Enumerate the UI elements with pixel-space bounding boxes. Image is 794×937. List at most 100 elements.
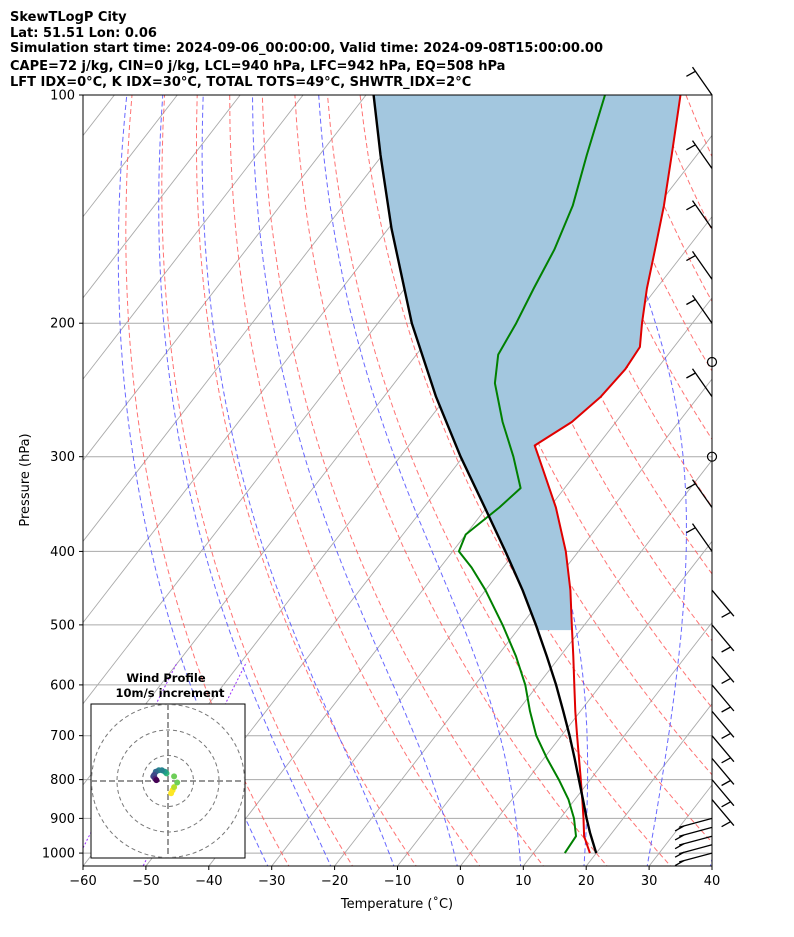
wind-barb-staff [679, 817, 713, 828]
y-tick-label: 1000 [42, 847, 75, 862]
cape-fill [373, 95, 681, 631]
wind-barb-staff [691, 523, 713, 552]
hodograph-title: Wind Profile [126, 671, 206, 685]
parcel-line [372, 95, 598, 854]
hodograph-point [171, 773, 178, 780]
y-tick-label: 700 [50, 729, 75, 744]
wind-barb [674, 826, 713, 841]
wind-barb [674, 844, 713, 858]
hodograph-point [174, 779, 181, 786]
wind-barb-staff [691, 479, 713, 508]
wind-barb-flag [721, 706, 731, 713]
wind-barb-staff [691, 200, 713, 229]
wind-barb [711, 779, 735, 808]
hodograph-point [153, 777, 160, 784]
wind-barb-staff [679, 844, 713, 855]
isotherm-line [648, 784, 712, 866]
isotherm-line [459, 540, 712, 866]
wind-barb [711, 589, 735, 618]
wind-barb-staff [711, 624, 735, 652]
wind-barb-flag [674, 860, 685, 867]
cape-line: CAPE=72 j/kg, CIN=0 j/kg, LCL=940 hPa, L… [10, 59, 505, 74]
isotherm-line [334, 378, 712, 866]
y-tick-label: 100 [50, 89, 75, 104]
wind-barb [686, 66, 713, 96]
wind-barb-staff [679, 852, 713, 863]
y-tick-label: 200 [50, 317, 75, 332]
hodograph-inset: Wind Profile 10m/s increment [90, 671, 246, 859]
wind-barb [674, 817, 713, 832]
wind-barb-staff [691, 295, 713, 324]
x-tick-label: 30 [641, 874, 658, 889]
y-tick-label: 800 [50, 773, 75, 788]
dry-adiabat-line [718, 95, 794, 869]
moist-adiabat-line [158, 95, 332, 866]
dry-adiabat-line [784, 95, 794, 869]
wind-barb-flag [674, 825, 685, 832]
y-axis-ticks: 100 200 300 400 500 600 700 800 900 1000 [42, 89, 83, 862]
dry-adiabat-line [125, 95, 290, 866]
y-axis-label: Pressure (hPa) [18, 433, 33, 526]
wind-barb-flag [674, 834, 685, 841]
wind-barb-flag [686, 298, 696, 306]
wind-barb-flag [721, 757, 731, 764]
hodograph-plot [91, 704, 245, 858]
isotherm-line [83, 95, 241, 299]
wind-barb-staff [711, 799, 735, 827]
x-tick-label: −30 [258, 874, 285, 889]
wind-barb-staff [711, 779, 735, 807]
wind-barb [686, 295, 713, 324]
y-tick-label: 300 [50, 450, 75, 465]
wind-barb [711, 710, 735, 739]
dry-adiabat-line [196, 95, 417, 866]
wind-barb-flag [686, 255, 696, 262]
x-tick-label: −40 [195, 874, 222, 889]
wind-barb-staff [691, 368, 713, 398]
dry-adiabat-line [522, 95, 712, 508]
wind-barb-flag [686, 483, 696, 490]
isotherm-line [711, 865, 712, 866]
wind-barb-staff [711, 589, 735, 617]
wind-barb-flag [686, 527, 696, 534]
hodograph-point [171, 784, 178, 791]
wind-barb-staff [691, 66, 713, 96]
x-tick-label: 20 [578, 874, 595, 889]
wind-barb [711, 655, 735, 684]
wind-barb-flag [721, 677, 731, 684]
wind-barb-staff [691, 251, 713, 280]
wind-barb-flag [721, 821, 731, 828]
wind-barb-flag [721, 779, 731, 787]
wind-barb-staff [679, 835, 713, 846]
moist-adiabat-line [318, 95, 522, 866]
isotherm-line [271, 297, 712, 866]
calm-wind-barb [706, 451, 718, 462]
wind-barb [686, 251, 713, 280]
moist-adiabat-line [252, 95, 458, 866]
profile-lines [372, 95, 682, 854]
wind-barb [686, 368, 713, 398]
y-tick-label: 500 [50, 618, 75, 633]
wind-barb-staff [711, 655, 735, 683]
simulation-time-line: Simulation start time: 2024-09-06_00:00:… [10, 41, 603, 56]
dry-adiabat-line [555, 95, 712, 441]
isotherm-line [83, 95, 430, 543]
calm-wind-barb [706, 356, 718, 368]
dry-adiabat-line [294, 95, 608, 866]
wind-barb-staff [691, 140, 713, 169]
x-tick-label: −20 [321, 874, 348, 889]
wind-barb [686, 523, 713, 552]
wind-barb-flag [686, 204, 696, 211]
wind-barb [686, 200, 713, 229]
dry-adiabat-line [229, 95, 481, 866]
location-line: Lat: 51.51 Lon: 0.06 [10, 26, 157, 41]
y-tick-label: 400 [50, 545, 75, 560]
wind-barb-flag [721, 801, 731, 808]
x-tick-label: −60 [69, 874, 96, 889]
isotherm-line [83, 95, 304, 380]
x-tick-label: 0 [456, 874, 464, 889]
isotherm-line [522, 621, 712, 866]
x-tick-label: 10 [515, 874, 532, 889]
dry-adiabat-line [161, 95, 354, 866]
wind-barb-staff [711, 710, 735, 738]
